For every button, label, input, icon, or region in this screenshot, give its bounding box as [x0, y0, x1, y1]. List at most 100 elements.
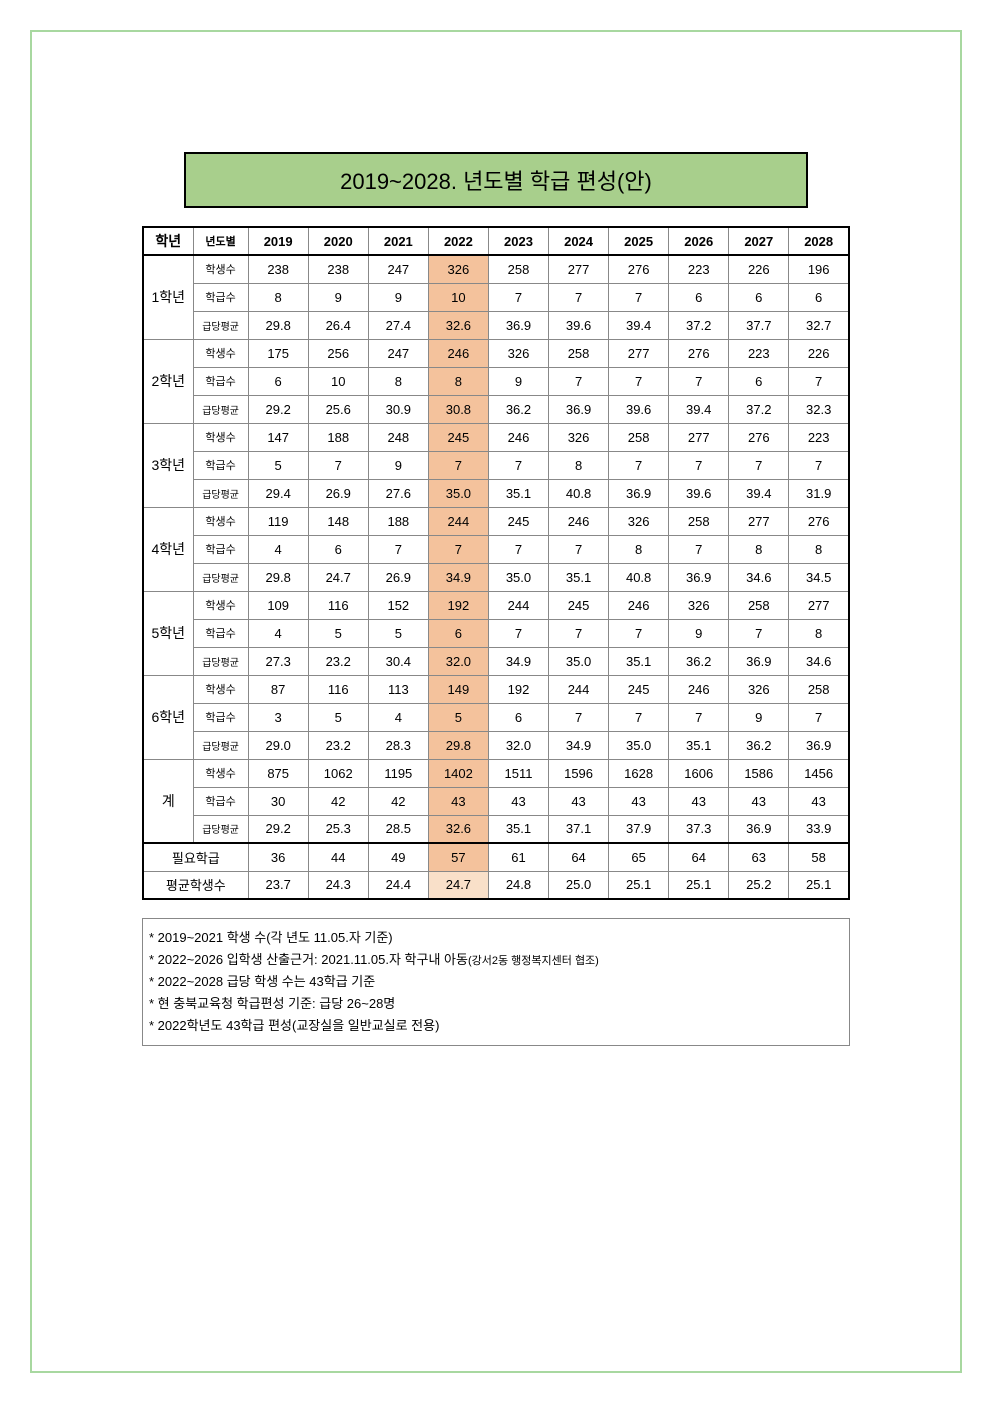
note-line: * 2019~2021 학생 수(각 년도 11.05.자 기준): [149, 927, 843, 949]
data-cell: 39.6: [549, 311, 609, 339]
row-label: 학급수: [193, 787, 248, 815]
data-cell: 7: [609, 367, 669, 395]
data-cell: 6: [248, 367, 308, 395]
data-cell: 7: [669, 451, 729, 479]
data-cell: 43: [729, 787, 789, 815]
data-cell: 29.0: [248, 731, 308, 759]
data-cell: 258: [789, 675, 849, 703]
data-cell: 7: [669, 535, 729, 563]
data-cell: 244: [549, 675, 609, 703]
data-cell: 244: [428, 507, 488, 535]
table-row: 2학년학생수175256247246326258277276223226: [143, 339, 849, 367]
data-cell: 43: [669, 787, 729, 815]
data-cell: 6: [789, 283, 849, 311]
data-cell: 36.9: [549, 395, 609, 423]
data-cell: 34.6: [789, 647, 849, 675]
data-cell: 43: [428, 787, 488, 815]
data-cell: 24.7: [308, 563, 368, 591]
data-cell: 24.4: [368, 871, 428, 899]
data-cell: 40.8: [609, 563, 669, 591]
data-cell: 32.3: [789, 395, 849, 423]
data-cell: 34.9: [488, 647, 548, 675]
data-cell: 1628: [609, 759, 669, 787]
data-cell: 29.2: [248, 395, 308, 423]
row-label: 학급수: [193, 703, 248, 731]
data-cell: 276: [729, 423, 789, 451]
data-cell: 32.0: [428, 647, 488, 675]
data-cell: 245: [549, 591, 609, 619]
data-cell: 35.0: [609, 731, 669, 759]
data-cell: 8: [789, 619, 849, 647]
grade-cell: 2학년: [143, 339, 193, 423]
data-cell: 7: [549, 535, 609, 563]
row-label: 학생수: [193, 591, 248, 619]
data-cell: 7: [549, 367, 609, 395]
data-cell: 4: [248, 535, 308, 563]
row-label: 학생수: [193, 507, 248, 535]
data-cell: 258: [609, 423, 669, 451]
data-cell: 43: [609, 787, 669, 815]
data-cell: 9: [368, 451, 428, 479]
data-cell: 326: [669, 591, 729, 619]
data-cell: 7: [669, 703, 729, 731]
header-year: 2028: [789, 227, 849, 255]
data-cell: 277: [609, 339, 669, 367]
table-row: 학급수3545677797: [143, 703, 849, 731]
table-row: 1학년학생수238238247326258277276223226196: [143, 255, 849, 283]
data-cell: 7: [609, 703, 669, 731]
data-cell: 8: [609, 535, 669, 563]
data-cell: 34.6: [729, 563, 789, 591]
table-row: 5학년학생수109116152192244245246326258277: [143, 591, 849, 619]
data-cell: 326: [549, 423, 609, 451]
data-cell: 238: [248, 255, 308, 283]
data-cell: 25.6: [308, 395, 368, 423]
data-cell: 246: [428, 339, 488, 367]
data-cell: 326: [428, 255, 488, 283]
data-cell: 9: [488, 367, 548, 395]
summary-label: 필요학급: [143, 843, 248, 871]
row-label: 학생수: [193, 423, 248, 451]
row-label: 급당평균: [193, 647, 248, 675]
data-cell: 276: [789, 507, 849, 535]
table-row: 학급수5797787777: [143, 451, 849, 479]
row-label: 급당평균: [193, 479, 248, 507]
data-cell: 1062: [308, 759, 368, 787]
table-body: 1학년학생수238238247326258277276223226196 학급수 8…: [143, 255, 849, 899]
data-cell: 277: [549, 255, 609, 283]
row-label: 학생수: [193, 255, 248, 283]
table-row: 학급수4556777978: [143, 619, 849, 647]
data-cell: 34.9: [428, 563, 488, 591]
data-cell: 39.6: [669, 479, 729, 507]
data-cell: 7: [549, 283, 609, 311]
data-cell: 33.9: [789, 815, 849, 843]
grade-cell: 5학년: [143, 591, 193, 675]
row-label: 급당평균: [193, 731, 248, 759]
header-year: 2021: [368, 227, 428, 255]
data-cell: 5: [308, 703, 368, 731]
data-cell: 1586: [729, 759, 789, 787]
data-cell: 32.6: [428, 815, 488, 843]
data-cell: 64: [669, 843, 729, 871]
data-cell: 35.1: [669, 731, 729, 759]
data-cell: 6: [488, 703, 548, 731]
header-year: 2024: [549, 227, 609, 255]
data-cell: 1511: [488, 759, 548, 787]
row-label: 학생수: [193, 675, 248, 703]
data-cell: 238: [308, 255, 368, 283]
data-cell: 40.8: [549, 479, 609, 507]
row-label: 학급수: [193, 619, 248, 647]
data-cell: 24.3: [308, 871, 368, 899]
data-cell: 36.9: [609, 479, 669, 507]
data-cell: 258: [669, 507, 729, 535]
row-label: 학급수: [193, 367, 248, 395]
data-cell: 43: [549, 787, 609, 815]
data-cell: 28.3: [368, 731, 428, 759]
grade-cell: 6학년: [143, 675, 193, 759]
data-cell: 7: [789, 703, 849, 731]
data-cell: 277: [789, 591, 849, 619]
header-yearlabel: 년도별: [193, 227, 248, 255]
data-cell: 1195: [368, 759, 428, 787]
data-cell: 8: [368, 367, 428, 395]
data-cell: 24.8: [488, 871, 548, 899]
data-cell: 6: [428, 619, 488, 647]
